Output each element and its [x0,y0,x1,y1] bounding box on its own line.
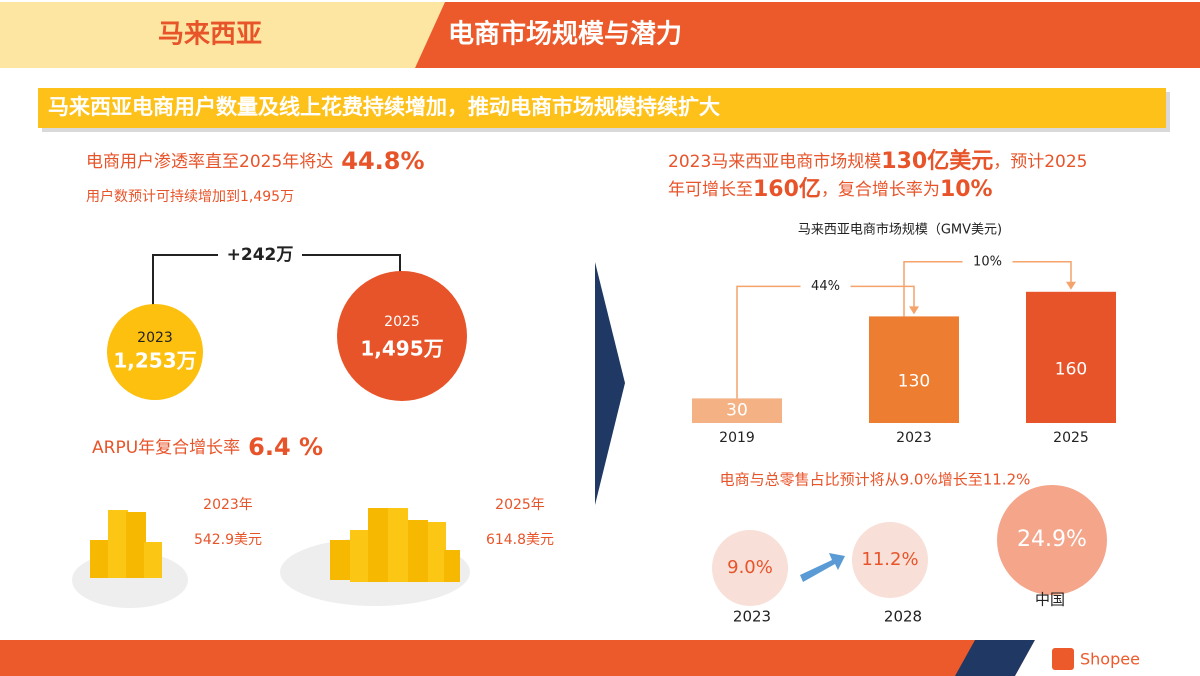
chart: 30 2019 130 2023 160 2025 44% 10% [692,251,1116,446]
coins-small [72,510,188,608]
arpu-amount: 614.8美元 [486,532,554,548]
bar [1026,291,1116,423]
header-title: 电商市场规模与潜力 [448,19,682,50]
headline-line: 年可增长至160亿，复合增长率为10% [668,177,993,202]
arpu-amount: 542.9美元 [194,532,262,548]
penetration: 电商用户渗透率直至2025年将达 44.8% [86,147,425,175]
users-value: 1,495万 [360,337,443,361]
annotation-arrow [909,306,919,315]
footer-accent [955,640,1035,676]
annotation-bg [962,251,1013,272]
headline-segment: 160亿 [753,177,821,202]
country: 马来西亚 [158,20,262,50]
arpu-year: 2025年 [495,497,545,513]
headline-segment: ，预计2025 [993,152,1087,172]
retail-circle [852,522,928,598]
arpu-year: 2023年 [203,497,253,513]
retail-label: 2028 [884,608,922,626]
bracket-left [152,254,218,305]
x-tick-label: 2023 [896,430,932,446]
bar [869,316,959,423]
growth-arrow [800,553,845,582]
x-tick-label: 2019 [719,430,755,446]
penetration-value: 44.8% [341,147,424,175]
users-note: 用户数预计可持续增加到1,495万 [86,188,294,205]
arpu-value: 6.4 % [248,433,323,461]
retail: 9.0% 2023 11.2% 2028 24.9% 中国 [712,485,1107,626]
header-right [415,2,1200,68]
chevron [595,262,625,505]
annotation-arrow [1066,281,1076,290]
value-label: 160 [1055,359,1087,379]
retail-value: 24.9% [1017,527,1087,552]
headline-segment: 2023马来西亚电商市场规模 [668,152,881,172]
retail-note: 电商与总零售占比预计将从9.0%增长至11.2% [720,471,1031,489]
arpu-text: ARPU年复合增长率 [92,438,240,458]
value-label: 130 [898,372,930,392]
coins-large [280,508,470,606]
retail-circle [712,530,788,606]
retail-value: 11.2% [861,549,918,570]
users-circle [107,304,203,400]
annotation: 44% [811,279,840,294]
headline-line: 2023马来西亚电商市场规模130亿美元，预计2025 [668,148,1087,174]
annotation: 10% [973,254,1002,269]
headline-segment: 10% [940,177,993,202]
users-year: 2025 [384,314,420,330]
retail-label: 中国 [1035,591,1065,609]
value-label: 30 [726,401,748,421]
logo-icon [1052,648,1074,670]
brand: Shopee [1080,650,1140,669]
headline-segment: 年可增长至 [668,180,753,200]
chart-title: 马来西亚电商市场规模（GMV美元) [798,222,1002,238]
annotation-bg [800,276,851,297]
banner [38,88,1166,128]
x-tick-label: 2025 [1053,430,1089,446]
banner-text: 马来西亚电商用户数量及线上花费持续增加，推动电商市场规模持续扩大 [48,95,720,119]
retail-circle [997,485,1107,595]
headline-segment: ，复合增长率为 [821,180,940,200]
arpu: ARPU年复合增长率 6.4 % [92,433,323,461]
retail-value: 9.0% [727,557,773,578]
retail-label: 2023 [733,608,771,626]
headline: 2023马来西亚电商市场规模130亿美元，预计2025年可增长至160亿，复合增… [668,148,1087,202]
users-circle [337,271,467,401]
header-left [0,2,445,68]
increase: +242万 [227,245,294,265]
headline-segment: 130亿美元 [881,148,993,174]
users-value: 1,253万 [113,349,196,373]
penetration-text: 电商用户渗透率直至2025年将达 [86,152,333,172]
users-year: 2023 [137,330,173,346]
bar [692,398,782,423]
